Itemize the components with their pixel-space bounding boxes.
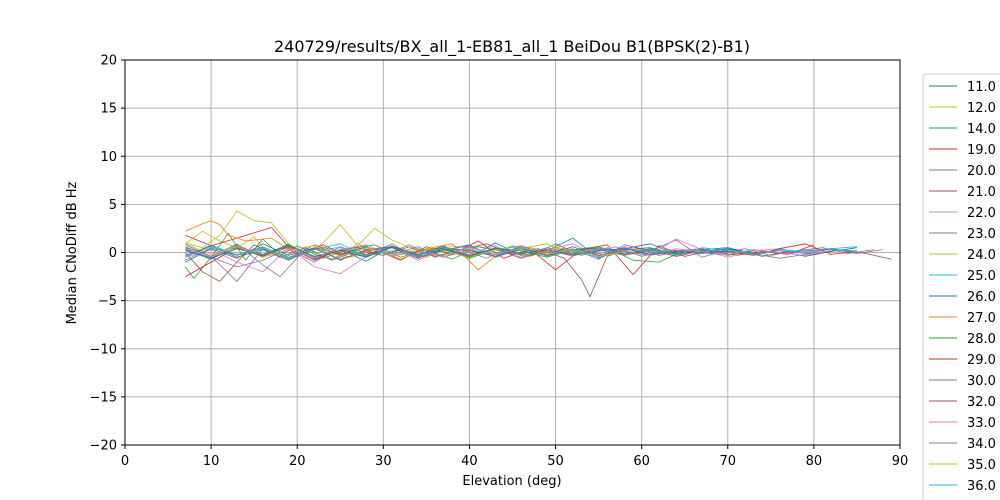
- y-tick-label: 5: [109, 198, 117, 213]
- legend-entry: 20.0: [967, 164, 996, 179]
- y-tick-label: −5: [98, 294, 117, 309]
- series-line-36-0: [185, 246, 857, 259]
- legend-entry: 11.0: [967, 80, 996, 95]
- x-axis-label: Elevation (deg): [462, 474, 561, 489]
- series-line-21-0: [185, 243, 892, 298]
- series-line-35-0: [185, 243, 625, 258]
- x-tick-label: 10: [203, 454, 220, 469]
- y-tick-label: −10: [90, 342, 117, 357]
- x-tick-label: 50: [547, 454, 564, 469]
- x-tick-label: 40: [461, 454, 478, 469]
- series-line-28-0: [185, 244, 754, 260]
- y-tick-label: 0: [109, 246, 117, 261]
- series-lines: [184, 210, 892, 298]
- legend-entry: 34.0: [967, 437, 996, 452]
- series-line-23-0: [185, 243, 875, 278]
- legend-box: [922, 73, 1000, 500]
- series-line-33-0: [185, 244, 832, 259]
- series-line-37-0: [185, 245, 728, 259]
- legend-entry: 26.0: [967, 290, 996, 305]
- x-tick-label: 70: [720, 454, 737, 469]
- y-tick-label: 15: [100, 102, 117, 117]
- x-tick-label: 80: [806, 454, 823, 469]
- y-tick-label: 10: [100, 150, 117, 165]
- legend-entry: 36.0: [967, 479, 996, 494]
- legend-entry: 32.0: [967, 395, 996, 410]
- x-tick-label: 90: [892, 454, 909, 469]
- legend-entry: 22.0: [967, 206, 996, 221]
- legend-entry: 27.0: [967, 311, 996, 326]
- legend-entry: 12.0: [967, 101, 996, 116]
- legend-entry: 23.0: [967, 227, 996, 242]
- y-tick-label: −15: [90, 390, 117, 405]
- y-tick-label: −20: [90, 439, 117, 454]
- x-tick-label: 60: [633, 454, 650, 469]
- y-axis-label: Median CNoDiff dB Hz: [65, 181, 80, 324]
- x-tick-label: 20: [289, 454, 306, 469]
- series-line-34-0: [185, 246, 677, 261]
- legend-entry: 29.0: [967, 353, 996, 368]
- chart-title: 240729/results/BX_all_1-EB81_all_1 BeiDo…: [274, 37, 750, 57]
- x-axis-ticks: 0 10 20 30 40 50 60 70 80 90: [121, 445, 908, 469]
- legend-entry: 33.0: [967, 416, 996, 431]
- series-line-27-0: [185, 220, 659, 271]
- legend-entry: 30.0: [967, 374, 996, 389]
- x-tick-label: 0: [121, 454, 129, 469]
- legend-entry: 14.0: [967, 122, 996, 137]
- legend-entry: 25.0: [967, 269, 996, 284]
- y-axis-ticks: −20 −15 −10 −5 0 5 10 15 20: [90, 54, 125, 454]
- legend: 11.0 12.0 14.0 19.0 20.0 21.0 22.0 23.0 24.0 25.0…: [922, 73, 1000, 500]
- legend-entry: 24.0: [967, 248, 996, 263]
- legend-entry: 21.0: [967, 185, 996, 200]
- y-tick-label: 20: [100, 54, 117, 69]
- legend-entry: 28.0: [967, 332, 996, 347]
- x-tick-label: 30: [375, 454, 392, 469]
- legend-entry: 19.0: [967, 143, 996, 158]
- legend-entry: 35.0: [967, 458, 996, 473]
